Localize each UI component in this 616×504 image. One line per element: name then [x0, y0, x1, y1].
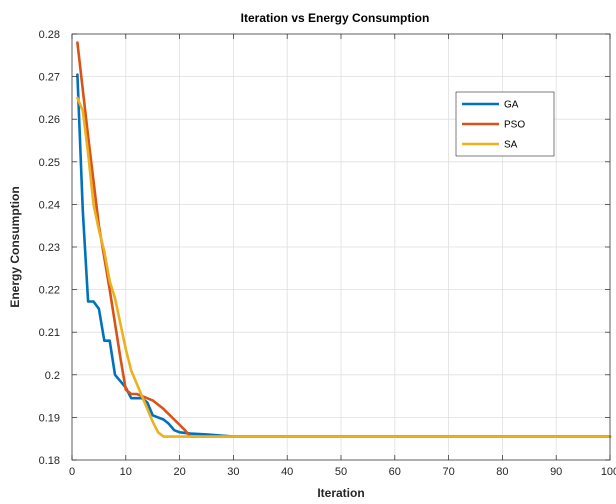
y-tick-label: 0.23 — [39, 242, 60, 254]
y-axis-title: Energy Consumption — [8, 186, 22, 307]
x-tick-label: 80 — [496, 466, 508, 478]
x-tick-label: 100 — [601, 466, 616, 478]
y-tick-label: 0.25 — [39, 157, 60, 169]
chart-title: Iteration vs Energy Consumption — [241, 11, 430, 25]
x-tick-label: 60 — [389, 466, 401, 478]
y-tick-label: 0.28 — [39, 29, 60, 41]
y-tick-label: 0.2 — [45, 370, 60, 382]
y-tick-label: 0.21 — [39, 327, 60, 339]
series-line-ga — [76, 73, 612, 438]
y-tick-label: 0.18 — [39, 455, 60, 467]
legend-label-ga: GA — [504, 100, 519, 111]
series-lines — [76, 41, 612, 438]
x-tick-label: 10 — [120, 466, 132, 478]
x-axis-title: Iteration — [317, 486, 364, 500]
x-tick-label: 0 — [69, 466, 75, 478]
y-tick-label: 0.24 — [39, 199, 60, 211]
x-tick-label: 70 — [442, 466, 454, 478]
x-tick-label: 40 — [281, 466, 293, 478]
legend: GA PSO SA — [455, 91, 555, 157]
series-line-sa — [76, 96, 612, 438]
x-tick-label: 30 — [227, 466, 239, 478]
x-tick-label: 90 — [550, 466, 562, 478]
y-tick-label: 0.26 — [39, 114, 60, 126]
y-tick-label: 0.27 — [39, 72, 60, 84]
x-tick-label: 20 — [173, 466, 185, 478]
axis-ticks: 0 10 20 30 40 50 60 70 80 90 100 0.18 0.19 0.2 0.21 0.2… — [39, 29, 616, 478]
y-tick-label: 0.19 — [39, 412, 60, 424]
y-tick-label: 0.22 — [39, 285, 60, 297]
x-tick-label: 50 — [335, 466, 347, 478]
legend-label-pso: PSO — [504, 120, 525, 131]
legend-label-sa: SA — [504, 140, 518, 151]
